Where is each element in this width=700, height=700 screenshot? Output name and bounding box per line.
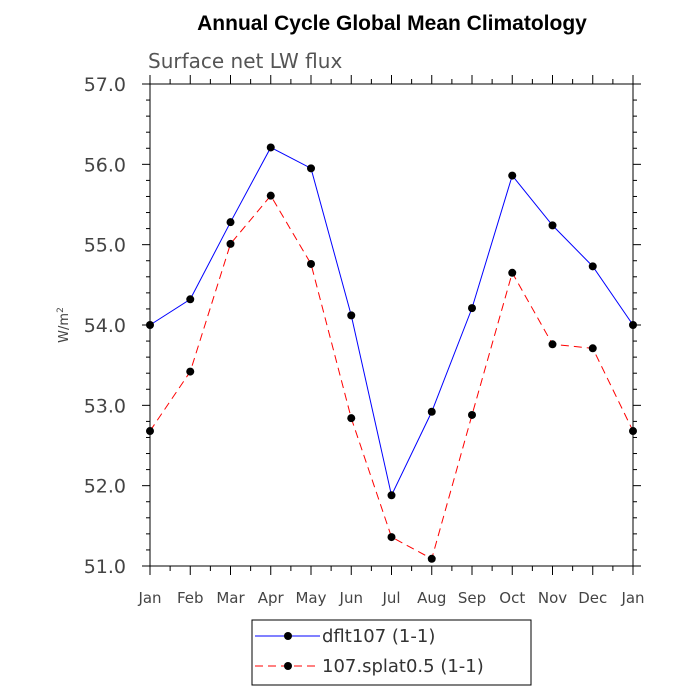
series-layer	[146, 143, 637, 563]
data-point	[347, 311, 356, 320]
data-point	[548, 340, 557, 349]
y-axis-label-text: W/m	[57, 313, 72, 343]
data-point	[468, 304, 476, 313]
chart-subtitle: Surface net LW flux	[148, 49, 342, 73]
y-axis-label-superscript: 2	[56, 307, 66, 313]
data-point	[146, 427, 154, 436]
data-point	[387, 533, 396, 542]
data-point	[307, 164, 315, 173]
y-tick-label: 54.0	[84, 315, 126, 337]
data-point	[588, 344, 597, 353]
series-line-0	[149, 146, 634, 497]
data-point	[548, 221, 557, 230]
data-point	[266, 191, 275, 200]
y-tick-label: 51.0	[84, 556, 126, 578]
x-tick-label: Jul	[381, 589, 400, 607]
x-tick-label: Jan	[137, 589, 161, 607]
legend-marker-splat	[284, 662, 292, 670]
data-point	[186, 367, 195, 376]
legend: dflt107 (1-1) 107.splat0.5 (1-1)	[251, 619, 532, 686]
data-point	[146, 321, 154, 329]
x-tick-label: Sep	[458, 589, 486, 607]
x-tick-label: Jun	[339, 589, 363, 607]
x-tick-label: Aug	[417, 589, 446, 607]
data-point	[629, 321, 637, 329]
x-tick-label: Oct	[499, 589, 525, 607]
data-point	[588, 262, 597, 271]
axis-ticks: Jan Feb Mar Apr May Jun Jul Aug Sep Oct Nov Dec Jan 5…	[84, 74, 645, 607]
legend-label-dflt107: dflt107 (1-1)	[322, 626, 435, 647]
x-tick-label: Mar	[216, 589, 245, 607]
y-tick-label: 56.0	[84, 154, 126, 176]
y-tick-label: 53.0	[84, 395, 126, 417]
legend-label-splat: 107.splat0.5 (1-1)	[322, 656, 484, 677]
x-tick-label: Nov	[538, 589, 567, 607]
data-point	[427, 554, 436, 563]
chart-title: Annual Cycle Global Mean Climatology	[197, 12, 587, 35]
y-tick-label: 57.0	[84, 74, 126, 96]
x-tick-label: Apr	[258, 589, 285, 607]
data-point	[427, 407, 436, 416]
data-point	[186, 295, 195, 304]
data-point	[226, 239, 235, 248]
data-point	[347, 414, 356, 423]
data-point	[266, 143, 275, 152]
data-point	[387, 491, 396, 500]
legend-marker-dflt107	[284, 632, 292, 640]
y-tick-label: 52.0	[84, 476, 126, 498]
x-tick-label: Jan	[620, 589, 644, 607]
data-point	[629, 427, 637, 436]
y-axis-label: W/m2	[56, 307, 72, 343]
data-point	[226, 218, 235, 227]
x-tick-label: Feb	[177, 589, 204, 607]
data-point	[508, 268, 517, 277]
data-point	[307, 259, 315, 268]
y-tick-label: 55.0	[84, 235, 126, 257]
x-tick-label: Dec	[578, 589, 607, 607]
legend-box	[251, 619, 532, 686]
data-point	[468, 410, 476, 419]
x-tick-label: May	[295, 589, 326, 607]
series-line-1	[149, 194, 634, 560]
data-point	[508, 171, 517, 180]
